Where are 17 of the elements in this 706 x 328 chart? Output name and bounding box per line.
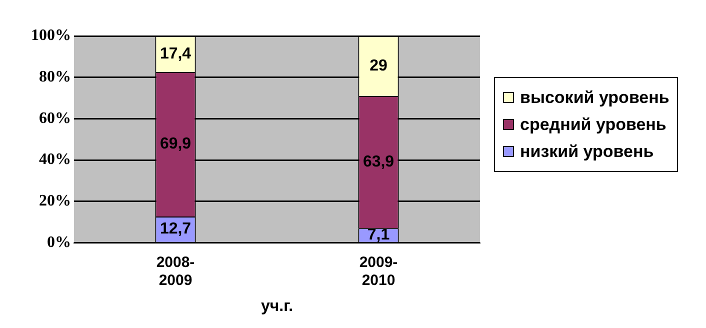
y-tick-label: 80% bbox=[39, 68, 71, 86]
legend-label: высокий уровень bbox=[520, 87, 670, 109]
y-tick-label: 100% bbox=[31, 27, 71, 44]
data-label: 69,9 bbox=[160, 136, 192, 153]
x-tick-label: 2008-2009 bbox=[156, 254, 195, 289]
data-label: 17,4 bbox=[160, 45, 192, 62]
y-tick-label: 40% bbox=[39, 151, 71, 168]
data-label: 63,9 bbox=[362, 153, 394, 170]
y-tick-label: 60% bbox=[39, 110, 71, 127]
legend-label: низкий уровень bbox=[520, 141, 654, 163]
data-label: 12,7 bbox=[160, 220, 192, 238]
y-tick-label: 20% bbox=[39, 192, 71, 210]
data-label: 29 bbox=[370, 57, 388, 74]
x-tick-label: 2009-2010 bbox=[359, 254, 398, 289]
legend-label: средний уровень bbox=[520, 114, 666, 136]
x-axis-title: уч.г. bbox=[260, 298, 294, 315]
y-tick-label: 0% bbox=[47, 234, 71, 251]
